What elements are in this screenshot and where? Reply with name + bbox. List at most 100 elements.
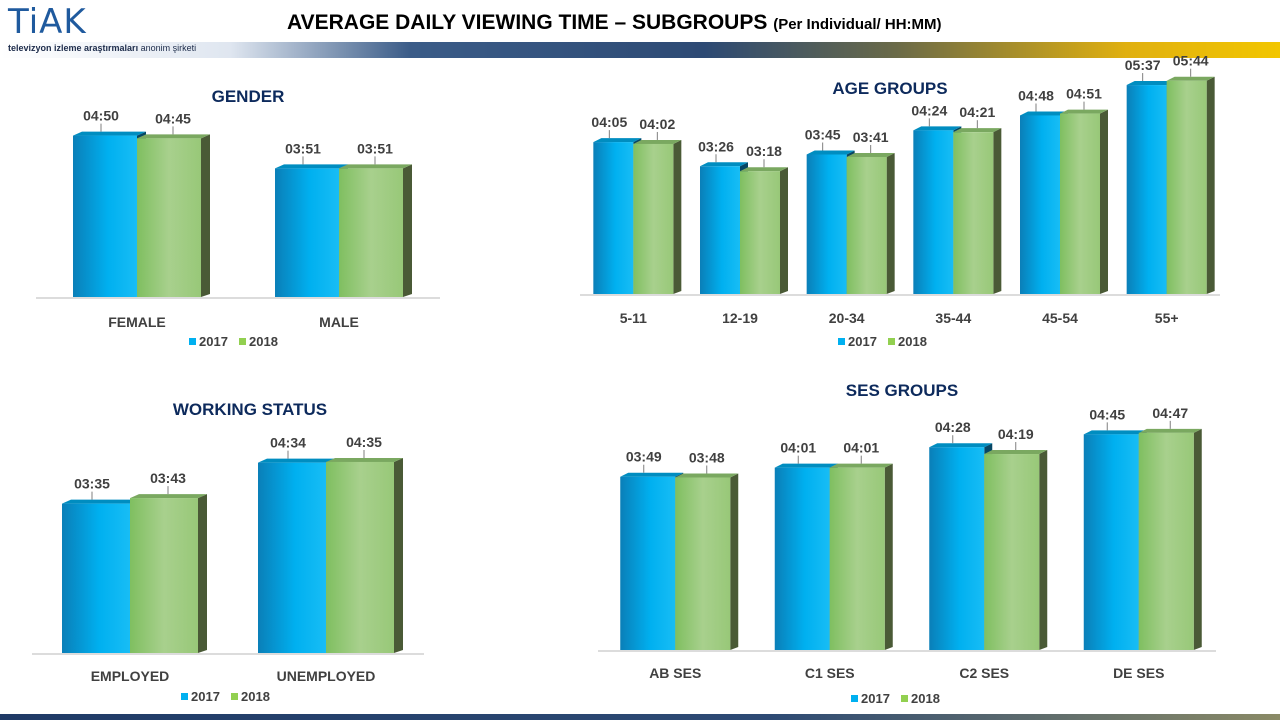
- value-label: 03:18: [746, 143, 782, 159]
- value-label: 04:34: [270, 435, 306, 451]
- bar-top: [275, 164, 348, 169]
- bar-2017-ab-ses: [620, 476, 676, 650]
- bar-2018-c2-ses: [984, 454, 1040, 650]
- value-label: 04:47: [1152, 405, 1188, 421]
- category-label: DE SES: [1113, 665, 1164, 681]
- bar-2018-male: [339, 168, 403, 297]
- category-label: C1 SES: [805, 665, 855, 681]
- value-label: 04:24: [911, 102, 947, 118]
- bar-top: [1020, 111, 1068, 116]
- bar-2018-12-19: [740, 171, 780, 294]
- chart-working-status: WORKING STATUS 03:35 03:43 EMPLOYED 04:34 04:…: [32, 400, 424, 704]
- bar-2018-45-54: [1060, 113, 1100, 294]
- bar-2017-unemployed: [258, 462, 326, 653]
- logo-subtitle-bold: televizyon izleme araştırmaları: [8, 43, 139, 53]
- value-label: 04:35: [346, 434, 382, 450]
- bar-top: [326, 457, 403, 462]
- page-title-sub: (Per Individual/ HH:MM): [773, 16, 942, 33]
- header: TiAK televizyon izleme araştırmaları ano…: [0, 0, 1280, 58]
- category-label: 12-19: [722, 310, 758, 326]
- bar-2017-c2-ses: [929, 447, 985, 650]
- bar-top: [130, 494, 207, 499]
- bar-top: [73, 131, 146, 136]
- bar-2017-employed: [62, 503, 130, 653]
- bar-2018-de-ses: [1138, 432, 1194, 650]
- bar-top: [62, 499, 139, 504]
- legend-label-2018: 2018: [898, 334, 927, 349]
- chart-ses-groups: SES GROUPS 03:49 03:48 AB SES 04:01 04:01 C1 S…: [598, 381, 1216, 706]
- bar-side: [730, 473, 739, 650]
- bar-2018-ab-ses: [675, 477, 731, 650]
- value-label: 03:43: [150, 470, 186, 486]
- category-label: 20-34: [829, 310, 865, 326]
- bar-top: [339, 164, 412, 169]
- legend-swatch-2017: [838, 338, 845, 345]
- value-label: 04:51: [1066, 86, 1102, 102]
- category-label: FEMALE: [108, 314, 166, 330]
- value-label: 03:45: [805, 127, 841, 143]
- bar-top: [620, 472, 684, 477]
- bar-top: [1083, 430, 1147, 435]
- bar-top: [953, 128, 1002, 133]
- logo-subtitle: televizyon izleme araştırmaları anonim ş…: [8, 43, 196, 53]
- chart-title: WORKING STATUS: [173, 400, 327, 419]
- value-label: 03:49: [626, 449, 662, 465]
- bar-2017-female: [73, 135, 137, 297]
- value-label: 05:37: [1125, 57, 1161, 73]
- bar-2017-20-34: [806, 154, 847, 294]
- page-title-main: AVERAGE DAILY VIEWING TIME – SUBGROUPS: [287, 11, 768, 34]
- bar-top: [1060, 109, 1108, 114]
- category-label: 45-54: [1042, 310, 1078, 326]
- bar-top: [984, 450, 1048, 455]
- category-label: EMPLOYED: [91, 668, 170, 684]
- value-label: 04:02: [639, 116, 675, 132]
- category-label: MALE: [319, 314, 359, 330]
- bar-top: [593, 138, 642, 143]
- bar-top: [258, 458, 335, 463]
- bar-top: [137, 134, 210, 139]
- bar-side: [1039, 450, 1048, 650]
- chart-gender: GENDER 04:50 04:45 FEMALE 03:51 03:51 MALE 2017…: [36, 87, 440, 349]
- legend-label-2018: 2018: [249, 334, 278, 349]
- bar-2018-20-34: [846, 156, 887, 294]
- value-label: 04:19: [998, 426, 1034, 442]
- bar-2017-55-: [1126, 85, 1167, 294]
- value-label: 04:28: [935, 419, 971, 435]
- bar-2017-5-11: [593, 142, 634, 294]
- bar-2018-55-: [1166, 80, 1207, 294]
- bar-top: [1126, 81, 1175, 86]
- bar-side: [394, 457, 403, 653]
- bar-side: [403, 164, 412, 297]
- bar-2017-male: [275, 168, 339, 297]
- legend-swatch-2018: [231, 693, 238, 700]
- bar-2018-35-44: [953, 132, 994, 294]
- bar-side: [884, 463, 893, 650]
- category-label: AB SES: [649, 665, 701, 681]
- legend-swatch-2017: [181, 693, 188, 700]
- category-label: C2 SES: [959, 665, 1009, 681]
- legend-swatch-2017: [189, 338, 196, 345]
- value-label: 04:48: [1018, 87, 1054, 103]
- legend-label-2018: 2018: [241, 689, 270, 704]
- legend-swatch-2017: [851, 695, 858, 702]
- category-label: 5-11: [620, 310, 647, 326]
- bar-side: [993, 128, 1002, 294]
- bar-top: [806, 150, 855, 155]
- bar-side: [886, 152, 895, 294]
- bar-top: [774, 463, 838, 468]
- bar-2018-unemployed: [326, 461, 394, 653]
- bar-side: [673, 139, 682, 294]
- bar-2017-12-19: [700, 166, 740, 294]
- bar-2017-35-44: [913, 130, 954, 294]
- legend-label-2017: 2017: [861, 691, 890, 706]
- bar-2017-45-54: [1020, 115, 1060, 294]
- value-label: 03:35: [74, 476, 110, 492]
- bar-side: [201, 134, 210, 297]
- legend-swatch-2018: [901, 695, 908, 702]
- legend-label-2017: 2017: [199, 334, 228, 349]
- chart-title: GENDER: [212, 87, 285, 106]
- value-label: 04:05: [591, 114, 627, 130]
- legend-swatch-2018: [888, 338, 895, 345]
- bar-top: [846, 152, 895, 157]
- bar-2018-c1-ses: [829, 467, 885, 650]
